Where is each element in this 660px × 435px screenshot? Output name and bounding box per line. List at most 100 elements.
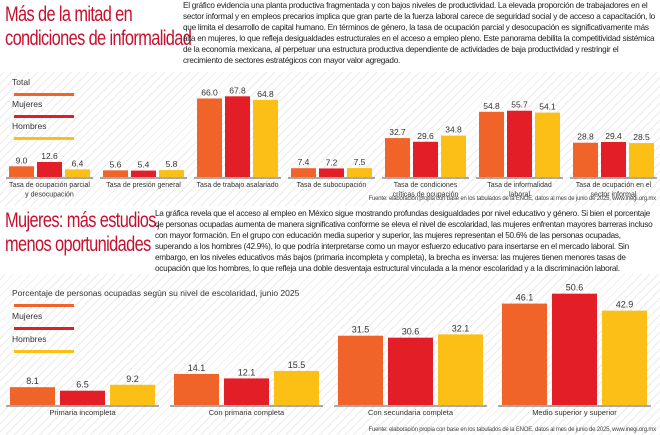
chart1-bar-total-1 [103,170,128,177]
chart1-bar-hombres-6 [629,143,654,177]
chart1-bar-total-4 [385,138,410,177]
chart1-category-label: Tasa de presión general [106,182,181,189]
legend2-mujeres-swatch [14,327,74,330]
chart1-bar-hombres-2 [253,99,278,177]
chart2-bar-total-1 [174,373,219,405]
chart1-value-label: 64.8 [257,89,274,99]
chart1-value-label: 34.8 [445,125,462,135]
chart1-value-label: 55.7 [511,100,528,110]
chart2-bar-total-2 [338,335,383,405]
chart2-bar-hombres-2 [438,334,483,405]
section1-header-band [0,0,660,72]
section2-headline-line1: Mujeres: más estudios, [5,209,160,232]
chart2-category-label: Con secundaria completa [368,408,454,417]
section1-headline-line2: condiciones de informalidad [5,27,192,50]
chart2-value-label: 14.1 [188,363,206,373]
chart1-category-label: Tasa de ocupación parcial [9,182,90,189]
chart1-value-label: 29.6 [417,131,434,141]
chart2-value-label: 31.5 [352,325,370,335]
chart2-value-label: 9.2 [126,374,139,384]
chart2-bar-mujeres-1 [224,378,269,405]
chart1-bar-total-6 [573,142,598,177]
chart1-bar-hombres-5 [535,112,560,177]
chart2-category-label: Con primaria completa [209,408,285,417]
chart2-title: Porcentaje de personas ocupadas según su… [12,288,300,298]
chart1-category-label: Tasa de trabajo asalariado [196,182,278,189]
legend2-mujeres-label: Mujeres [12,311,43,321]
section1-headline-line1: Más de la mitad en [5,3,133,26]
chart2-value-label: 8.1 [26,376,39,386]
chart1-category-label: y desocupación [25,192,74,199]
chart2-value-label: 42.9 [616,300,634,310]
chart2-bar-hombres-3 [602,310,647,405]
chart1-value-label: 32.7 [389,127,406,137]
chart2-value-label: 6.5 [76,380,89,390]
chart1-value-label: 54.1 [539,102,556,112]
chart2-value-label: 46.1 [516,293,534,303]
chart1-value-label: 66.0 [201,87,218,97]
chart1-category-label: sector informal [591,192,637,199]
legend-mujeres-swatch [14,115,74,118]
chart1-category-label: Tasa de condiciones [394,182,458,189]
chart2-bar-total-0 [10,387,55,405]
chart1-category-label: laboral [509,192,530,199]
chart2-bar-hombres-1 [274,370,319,405]
legend-total-label: Total [12,77,30,87]
legend-hombres-label: Hombres [12,121,47,131]
chart2-category-label: Primaria incompleta [49,408,116,417]
chart2-value-label: 12.1 [238,367,256,377]
chart2-bar-mujeres-3 [552,293,597,405]
section1-source: Fuente: elaboración propia con base en l… [368,196,657,202]
legend-hombres-swatch [14,137,74,140]
chart1-category-label: Tasa de subocupación [297,182,367,189]
chart2-value-label: 15.5 [288,360,306,370]
chart1-bar-mujeres-2 [225,96,250,177]
chart2-value-label: 32.1 [452,323,470,333]
chart1-category-label: Tasa de informalidad [487,182,552,189]
chart2-value-label: 50.6 [566,283,584,293]
chart1-value-label: 12.6 [41,151,58,161]
chart2-bar-hombres-0 [110,384,155,405]
chart-informality-indicators: 9.0 12.6 6.4 Tasa de ocupación parcial y des… [6,85,657,199]
chart2-bar-mujeres-2 [388,337,433,405]
chart1-bar-total-5 [479,111,504,177]
chart1-value-label: 6.4 [72,158,84,168]
chart1-bar-mujeres-4 [413,141,438,177]
chart1-bar-hombres-1 [159,170,184,177]
legend-mujeres-label: Mujeres [12,99,43,109]
section2-headline-line2: menos oportunidades [5,233,151,256]
chart1-bar-total-2 [197,98,222,177]
chart1-bar-hombres-3 [347,168,372,177]
chart1-category-label: Tasa de ocupación en el [576,182,652,189]
chart1-bar-total-3 [291,168,316,177]
legend-total-swatch [14,93,74,96]
legend2-hombres-label: Hombres [12,334,47,344]
chart2-category-label: Medio superior y superior [532,408,617,417]
chart1-bar-mujeres-0 [37,162,62,177]
chart1-value-label: 7.5 [354,157,366,167]
legend2-hombres-swatch [14,350,74,353]
section2-source: Fuente: elaboración propia con base en l… [368,427,657,433]
section1-paragraph: El gráfico evidencia una planta producti… [183,1,655,65]
chart1-value-label: 5.6 [110,159,122,169]
chart1-bar-mujeres-1 [131,170,156,177]
chart1-value-label: 67.8 [229,85,246,95]
chart1-value-label: 29.4 [605,131,622,141]
chart2-bar-total-3 [502,303,547,405]
chart1-value-label: 9.0 [16,155,28,165]
chart1-value-label: 28.8 [577,132,594,142]
chart1-value-label: 28.5 [633,132,650,142]
chart1-bar-hombres-0 [65,169,90,177]
chart1-value-label: 7.4 [298,157,310,167]
chart1-bar-mujeres-3 [319,168,344,177]
chart2-bar-mujeres-0 [60,390,105,405]
chart1-bar-mujeres-6 [601,142,626,177]
chart1-bar-mujeres-5 [507,110,532,177]
section2-paragraph: La gráfica revela que el acceso al emple… [155,209,653,273]
chart1-value-label: 54.8 [483,101,500,111]
chart1-value-label: 5.4 [138,160,150,170]
chart1-value-label: 7.2 [326,157,338,167]
chart1-bar-hombres-4 [441,135,466,177]
chart1-bar-total-0 [9,166,34,177]
